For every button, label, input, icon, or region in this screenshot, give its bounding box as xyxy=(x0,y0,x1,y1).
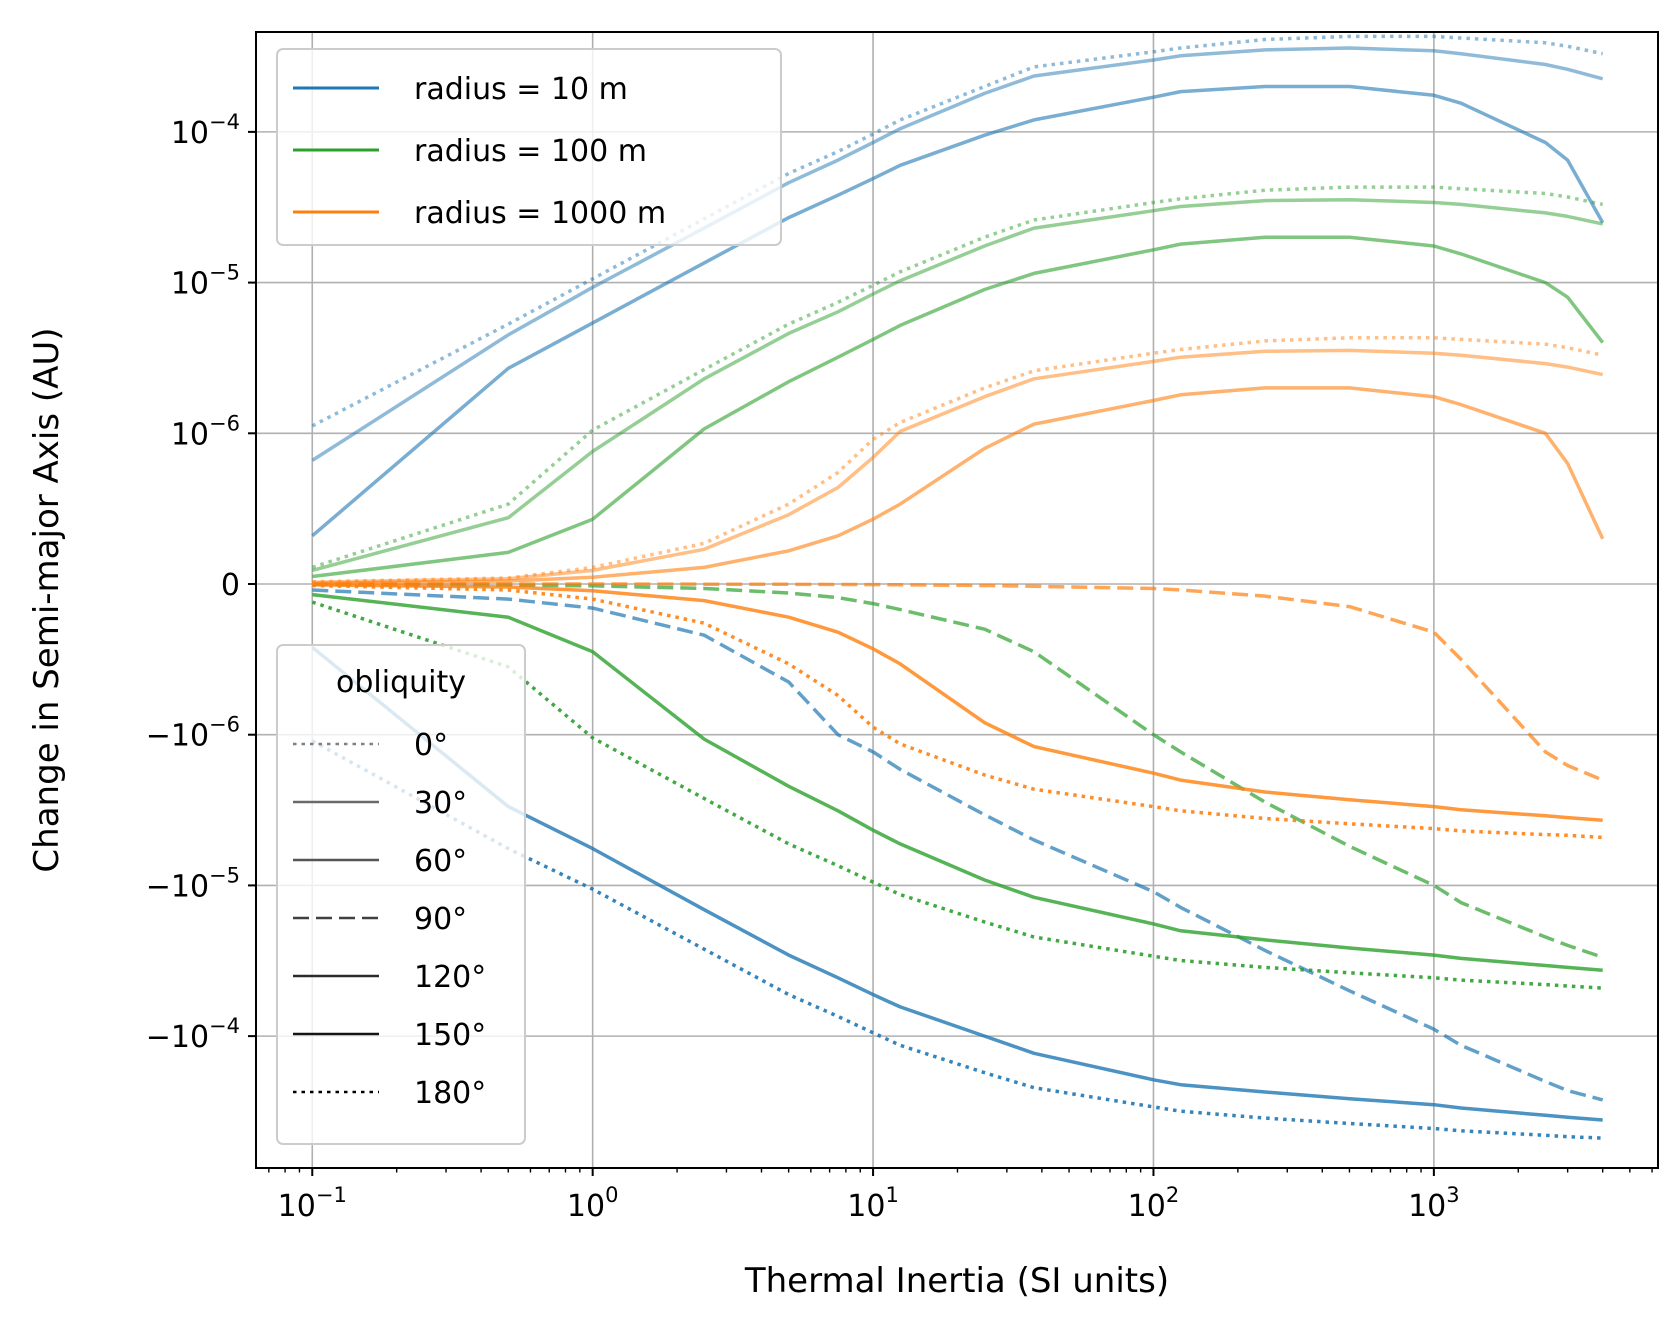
series-line xyxy=(312,583,1603,840)
obliquity-legend-label: 0° xyxy=(414,728,448,763)
obliquity-legend-label: 30° xyxy=(414,786,467,821)
series-line xyxy=(312,348,1604,584)
series-line xyxy=(312,583,1603,823)
x-axis-label: Thermal Inertia (SI units) xyxy=(744,1261,1169,1301)
series-line xyxy=(312,588,1604,1102)
radius-legend: radius = 10 m radius = 100 m radius = 1000… xyxy=(276,48,782,246)
radius-legend-label: radius = 10 m xyxy=(414,72,628,107)
obliquity-legend: obliquity 0° 30° 60° 90° 120° 150° 180° xyxy=(276,644,526,1145)
obliquity-legend-label: 120° xyxy=(414,960,486,995)
obliquity-legend-title: obliquity xyxy=(336,665,466,700)
y-tick-label: −10−5 xyxy=(146,863,240,904)
x-tick-label: 103 xyxy=(1408,1183,1460,1224)
obliquity-legend-label: 60° xyxy=(414,844,467,879)
series-line xyxy=(311,739,1603,1140)
series-group xyxy=(311,34,1605,1140)
y-tick-label: 10−4 xyxy=(171,110,240,151)
series-line xyxy=(312,582,1604,782)
series-line xyxy=(312,235,1605,579)
radius-legend-box xyxy=(276,48,782,246)
obliquity-legend-items: 0° 30° 60° 90° 120° 150° 180° xyxy=(293,728,486,1111)
series-line xyxy=(311,84,1605,538)
y-tick-label: −10−4 xyxy=(146,1014,240,1055)
y-tick-label: 0 xyxy=(221,568,240,603)
radius-legend-items: radius = 10 m radius = 100 m radius = 1000… xyxy=(293,72,666,231)
y-tick-label: 10−5 xyxy=(171,261,240,302)
x-tick-label: 102 xyxy=(1128,1183,1180,1224)
series-line xyxy=(312,582,1604,959)
series-line xyxy=(311,600,1603,990)
y-axis-label: Change in Semi-major Axis (AU) xyxy=(27,327,67,872)
x-tick-label: 10−1 xyxy=(278,1183,347,1224)
obliquity-legend-box xyxy=(276,644,526,1145)
series-line xyxy=(312,336,1604,584)
series-line xyxy=(311,185,1604,570)
series-line xyxy=(311,645,1603,1122)
x-tick-label: 101 xyxy=(847,1183,899,1224)
radius-legend-label: radius = 100 m xyxy=(414,134,647,169)
y-tick-label: −10−6 xyxy=(146,713,240,754)
axis-ticks: 10−1 100 101 102 103 10−4 10−5 10−6 0 −10−6 −10−5 −… xyxy=(146,110,1653,1224)
radius-legend-label: radius = 1000 m xyxy=(414,196,666,231)
obliquity-legend-label: 180° xyxy=(414,1076,486,1111)
series-line xyxy=(312,592,1603,972)
y-tick-label: 10−6 xyxy=(171,411,240,452)
series-line xyxy=(312,386,1605,585)
x-tick-label: 100 xyxy=(567,1183,619,1224)
obliquity-legend-label: 90° xyxy=(414,902,467,937)
obliquity-legend-label: 150° xyxy=(414,1018,486,1053)
series-line xyxy=(311,197,1604,573)
